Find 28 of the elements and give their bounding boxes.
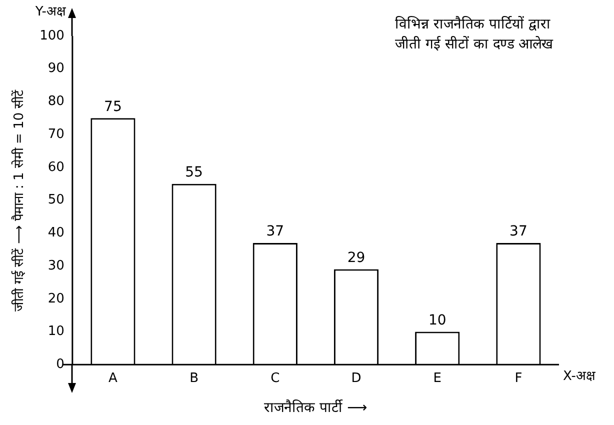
x-tick-label: B [190,370,199,386]
data-label: 37 [266,224,284,240]
y-tick-label: 100 [40,28,64,44]
y-tick-label: 40 [48,226,64,241]
y-axis-title: जीती गई सीटें ⟶ पैमाना : 1 सेमी = 10 सीटें [11,89,28,312]
data-label: 55 [185,164,203,181]
data-label: 75 [104,98,122,115]
x-tick-label: D [351,370,362,386]
y-tick-label: 10 [48,324,64,340]
y-tick-label: 50 [48,192,64,208]
y-tick-label: 70 [48,126,64,142]
y-tick-label: 90 [48,61,64,76]
y-tick-label: 30 [48,258,64,274]
chart-title: विभिन्न राजनैतिक पार्टियों द्वारा जीती गई सीटों का दण्ड आलेख [395,16,554,53]
text: Y-अक्ष [34,4,66,20]
x-tick-label: F [514,370,522,386]
x-tick-label: A [108,370,118,386]
x-tick-label: C [270,370,280,386]
text: X-अक्ष [563,368,596,384]
y-tick-label: 20 [48,291,64,306]
y-tick-label: 0 [56,356,64,372]
data-label: 29 [347,250,366,266]
data-label: 37 [510,224,528,240]
x-axis-title: राजनैतिक पार्टी ⟶ [264,399,368,416]
y-tick-label: 60 [48,160,64,175]
data-label: 10 [428,312,446,328]
x-tick-label: E [433,370,442,386]
y-tick-label: 80 [48,94,64,110]
